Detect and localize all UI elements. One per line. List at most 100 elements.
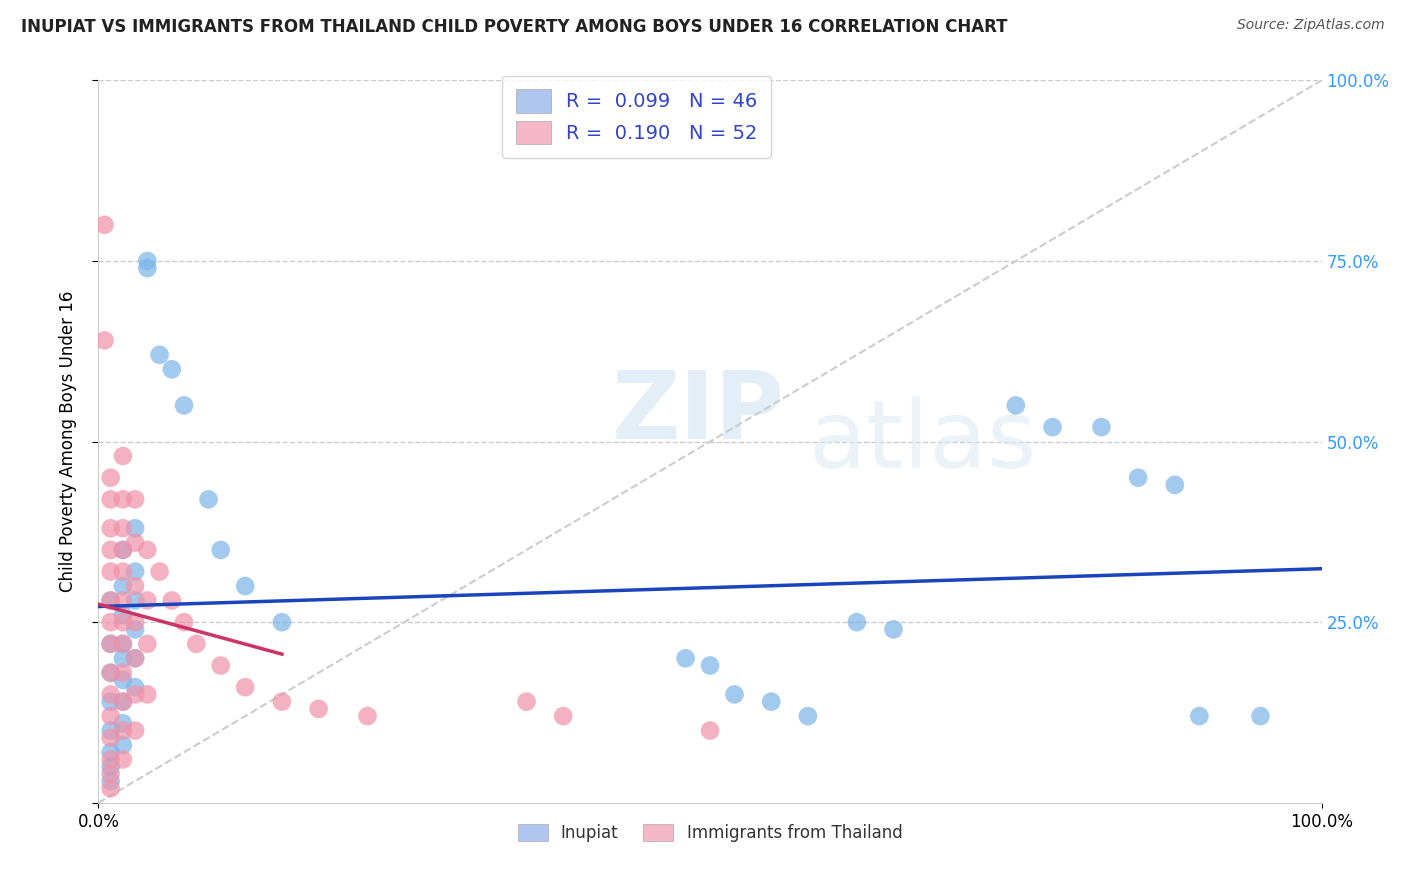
- Point: [111, 752, 134, 766]
- Point: [1164, 478, 1187, 492]
- Point: [100, 665, 122, 680]
- Point: [1128, 470, 1150, 484]
- Text: INUPIAT VS IMMIGRANTS FROM THAILAND CHILD POVERTY AMONG BOYS UNDER 16 CORRELATIO: INUPIAT VS IMMIGRANTS FROM THAILAND CHIL…: [21, 18, 1008, 36]
- Point: [1042, 420, 1064, 434]
- Point: [233, 579, 256, 593]
- Point: [111, 565, 134, 579]
- Point: [100, 593, 122, 607]
- Point: [149, 565, 172, 579]
- Point: [124, 680, 146, 694]
- Point: [124, 535, 146, 549]
- Point: [111, 607, 134, 622]
- Point: [136, 593, 159, 607]
- Point: [111, 637, 134, 651]
- Point: [111, 665, 134, 680]
- Point: [699, 723, 721, 738]
- Point: [111, 651, 134, 665]
- Point: [356, 709, 378, 723]
- Point: [209, 542, 232, 557]
- Point: [124, 687, 146, 701]
- Point: [100, 723, 122, 738]
- Point: [1188, 709, 1211, 723]
- Y-axis label: Child Poverty Among Boys Under 16: Child Poverty Among Boys Under 16: [59, 291, 77, 592]
- Point: [233, 680, 256, 694]
- Point: [136, 637, 159, 651]
- Point: [308, 702, 330, 716]
- Point: [136, 542, 159, 557]
- Point: [100, 731, 122, 745]
- Point: [136, 253, 159, 268]
- Point: [124, 615, 146, 630]
- Point: [173, 398, 195, 412]
- Text: ZIP: ZIP: [612, 367, 785, 458]
- Point: [124, 521, 146, 535]
- Point: [515, 695, 537, 709]
- Point: [100, 615, 122, 630]
- Point: [124, 565, 146, 579]
- Point: [100, 760, 122, 774]
- Point: [553, 709, 575, 723]
- Point: [100, 752, 122, 766]
- Point: [124, 651, 146, 665]
- Point: [675, 651, 697, 665]
- Point: [100, 781, 122, 796]
- Point: [111, 542, 134, 557]
- Point: [149, 348, 172, 362]
- Point: [111, 521, 134, 535]
- Point: [111, 637, 134, 651]
- Point: [124, 579, 146, 593]
- Point: [111, 593, 134, 607]
- Point: [100, 593, 122, 607]
- Point: [100, 492, 122, 507]
- Point: [111, 723, 134, 738]
- Point: [93, 334, 115, 348]
- Legend: Inupiat, Immigrants from Thailand: Inupiat, Immigrants from Thailand: [510, 817, 910, 848]
- Point: [111, 449, 134, 463]
- Point: [797, 709, 820, 723]
- Point: [845, 615, 868, 630]
- Point: [100, 774, 122, 789]
- Point: [124, 593, 146, 607]
- Point: [100, 767, 122, 781]
- Point: [111, 695, 134, 709]
- Point: [100, 687, 122, 701]
- Point: [723, 687, 745, 701]
- Point: [111, 615, 134, 630]
- Point: [100, 565, 122, 579]
- Point: [160, 362, 183, 376]
- Point: [100, 542, 122, 557]
- Point: [1004, 398, 1026, 412]
- Point: [761, 695, 783, 709]
- Point: [100, 665, 122, 680]
- Point: [197, 492, 219, 507]
- Point: [136, 261, 159, 276]
- Point: [270, 615, 294, 630]
- Point: [209, 658, 232, 673]
- Point: [100, 709, 122, 723]
- Point: [124, 723, 146, 738]
- Point: [100, 745, 122, 759]
- Point: [111, 579, 134, 593]
- Point: [124, 623, 146, 637]
- Point: [100, 521, 122, 535]
- Point: [111, 738, 134, 752]
- Point: [270, 695, 294, 709]
- Point: [111, 716, 134, 731]
- Point: [160, 593, 183, 607]
- Point: [100, 470, 122, 484]
- Point: [1249, 709, 1271, 723]
- Point: [111, 673, 134, 687]
- Text: Source: ZipAtlas.com: Source: ZipAtlas.com: [1237, 18, 1385, 32]
- Point: [186, 637, 208, 651]
- Point: [100, 637, 122, 651]
- Point: [111, 542, 134, 557]
- Point: [1090, 420, 1112, 434]
- Point: [699, 658, 721, 673]
- Point: [100, 637, 122, 651]
- Point: [124, 492, 146, 507]
- Point: [111, 695, 134, 709]
- Point: [93, 218, 115, 232]
- Point: [173, 615, 195, 630]
- Text: atlas: atlas: [808, 395, 1036, 488]
- Point: [111, 492, 134, 507]
